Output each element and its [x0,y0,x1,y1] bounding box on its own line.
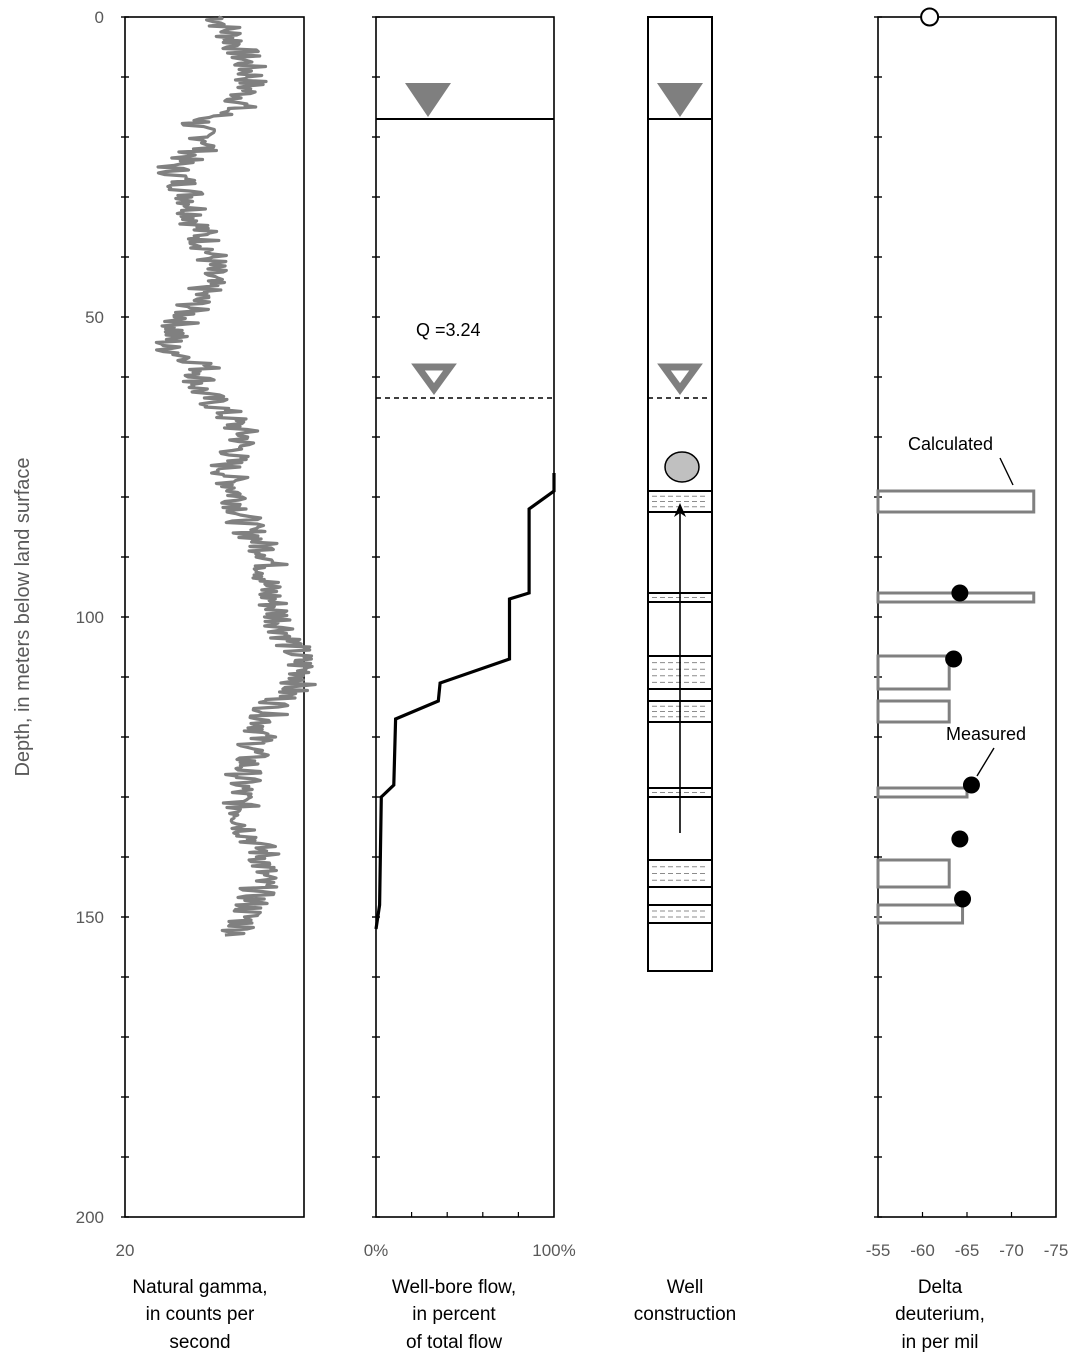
flow-x-title-line1: Well-bore flow, [392,1277,516,1298]
y-tick-label: 150 [76,908,104,927]
legend-measured-label: Measured [946,724,1026,744]
flow-panel: Q =3.24 0% 100% Well-bore flow, in perce… [364,16,576,1353]
flow-series-line [374,473,556,930]
gamma-x-title-line3: second [169,1332,230,1353]
deuterium-x-title-line2: deuterium, [895,1304,985,1325]
measured-point [962,776,980,794]
pump-icon [664,451,700,483]
calculated-bar [876,786,969,799]
measured-point [945,650,963,668]
legend-measured-leader [976,747,995,777]
construction-x-title-line1: Well [667,1277,704,1298]
deuterium-panel: Calculated Measured -55 -60 -65 -70 -75 … [866,7,1069,1353]
construction-panel: Well construction [634,16,736,1325]
gamma-x-title-line1: Natural gamma, [132,1277,267,1298]
construction-x-title-line2: construction [634,1304,736,1325]
water-level-triangle-icon [657,83,703,117]
measured-point [951,584,969,602]
measured-point [951,830,969,848]
deuterium-x-title-line3: in per mil [901,1332,978,1353]
measured-points [945,584,980,908]
deuterium-x-tick-label: -55 [866,1241,891,1260]
deuterium-plot-frame [877,16,1057,1218]
y-tick-label: 100 [76,608,104,627]
flow-rate-annotation: Q =3.24 [416,320,481,340]
flow-x-ticks [411,1212,520,1217]
arrow-up-icon [674,503,686,517]
y-axis-title: Depth, in meters below land surface [12,457,34,776]
deuterium-x-tick-label: -65 [955,1241,980,1260]
deuterium-x-tick-label: -60 [910,1241,935,1260]
calculated-bar [876,858,951,889]
y-tick-label: 50 [85,308,104,327]
calculated-bar [876,489,1036,514]
flow-x-title-line3: of total flow [406,1332,502,1353]
flow-plot-frame [375,16,555,1218]
deuterium-x-tick-labels: -55 -60 -65 -70 -75 [866,1241,1069,1260]
deuterium-x-title-line1: Delta [918,1277,963,1298]
gamma-x-title-line2: in counts per [146,1304,255,1325]
pumping-level-triangle-icon [657,363,703,395]
deuterium-x-tick-label: -75 [1044,1241,1069,1260]
flow-x-tick-label: 0% [364,1241,389,1260]
deuterium-x-ticks [921,1212,1013,1217]
water-level-triangle-icon [405,83,451,117]
calculated-bar [876,654,951,691]
y-tick-label: 200 [76,1208,104,1227]
deuterium-x-tick-label: -70 [999,1241,1024,1260]
surface-sample-point [920,7,940,27]
deuterium-y-ticks [874,16,882,1218]
screened-zone [647,904,713,924]
calculated-bars [876,489,1036,925]
measured-point [954,890,972,908]
calculated-bar [876,699,951,724]
gamma-panel: 20 Natural gamma, in counts per second [116,15,317,1353]
flow-x-title-line2: in percent [412,1304,496,1325]
y-tick-labels: 0 50 100 150 200 [76,8,104,1227]
gamma-x-tick-label: 20 [116,1241,135,1260]
gamma-y-ticks [121,16,129,1218]
legend-calculated-label: Calculated [908,434,993,454]
calculated-bar [876,903,965,925]
y-tick-label: 0 [95,8,104,27]
pumping-level-triangle-icon [411,363,457,395]
gamma-series-line [154,15,317,937]
flow-y-ticks [372,16,380,1218]
legend-calculated-leader [999,457,1014,486]
flow-x-tick-label: 100% [532,1241,575,1260]
